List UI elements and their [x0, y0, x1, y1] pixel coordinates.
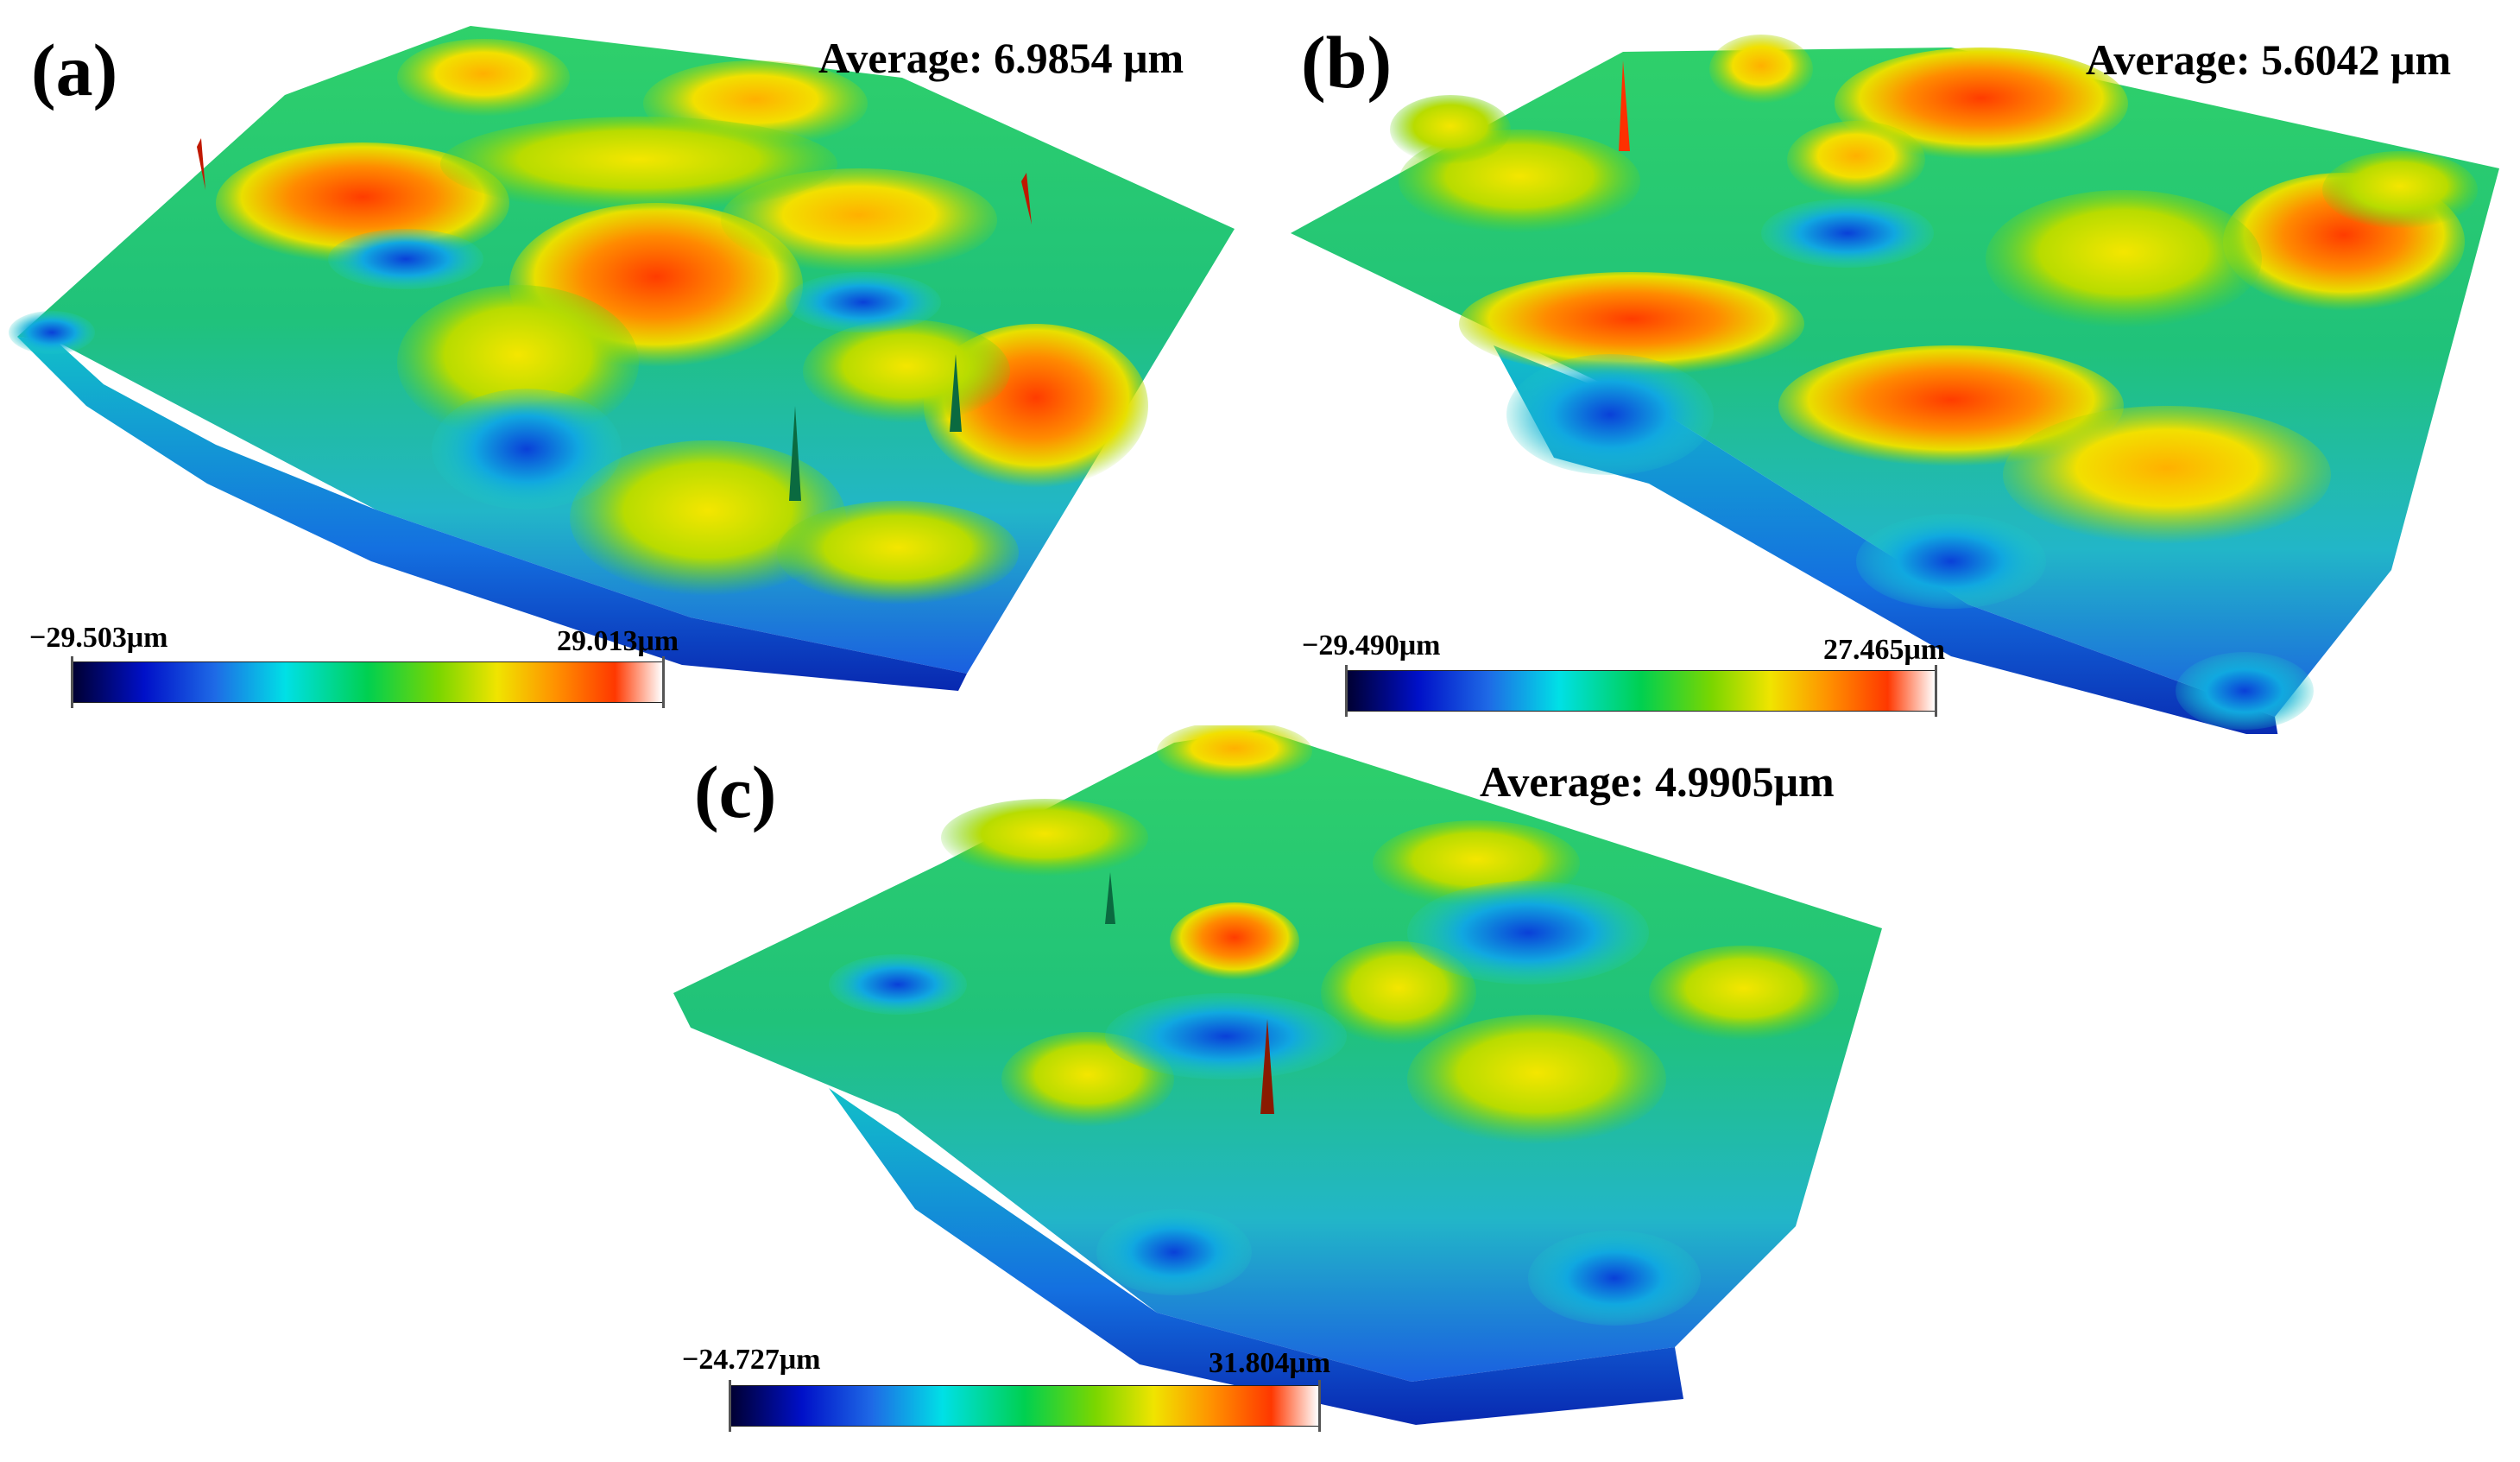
colorbar-min-label-a: −29.503μm: [29, 622, 168, 654]
average-value-b: Average: 5.6042 μm: [2086, 35, 2452, 84]
panel-label-a: (a): [31, 28, 118, 111]
surface-map-a: [9, 26, 1235, 691]
panel-a: (a) Average: 6.9854 μm −29.503μm 29.013μ…: [0, 0, 1260, 734]
colorbar-min-label-b: −29.490μm: [1302, 630, 1441, 661]
panel-b: (b) Average: 5.6042 μm −29.490μm 27.465μ…: [1260, 0, 2520, 734]
colorbar-b: [1347, 670, 1936, 712]
colorbar-a: [73, 661, 663, 703]
average-value-a: Average: 6.9854 μm: [818, 34, 1184, 82]
surface-map-b: [1291, 35, 2499, 734]
colorbar-tick-c-left: [729, 1380, 731, 1432]
panel-label-c: (c): [694, 750, 777, 833]
colorbar-c: [730, 1385, 1319, 1427]
surface-map-c: [673, 725, 1882, 1425]
colorbar-tick-b-right: [1935, 665, 1937, 717]
colorbar-tick-a-left: [71, 656, 73, 708]
colorbar-tick-a-right: [662, 656, 665, 708]
colorbar-max-label-a: 29.013μm: [557, 625, 679, 657]
colorbar-max-label-c: 31.804μm: [1209, 1347, 1331, 1379]
panel-c: (c) Average: 4.9905μm −24.727μm 31.804μm: [656, 725, 1917, 1462]
colorbar-max-label-b: 27.465μm: [1823, 634, 1946, 666]
panel-label-b: (b): [1301, 21, 1393, 104]
colorbar-tick-c-right: [1318, 1380, 1321, 1432]
colorbar-min-label-c: −24.727μm: [682, 1344, 821, 1376]
average-value-c: Average: 4.9905μm: [1480, 757, 1835, 806]
colorbar-tick-b-left: [1345, 665, 1348, 717]
